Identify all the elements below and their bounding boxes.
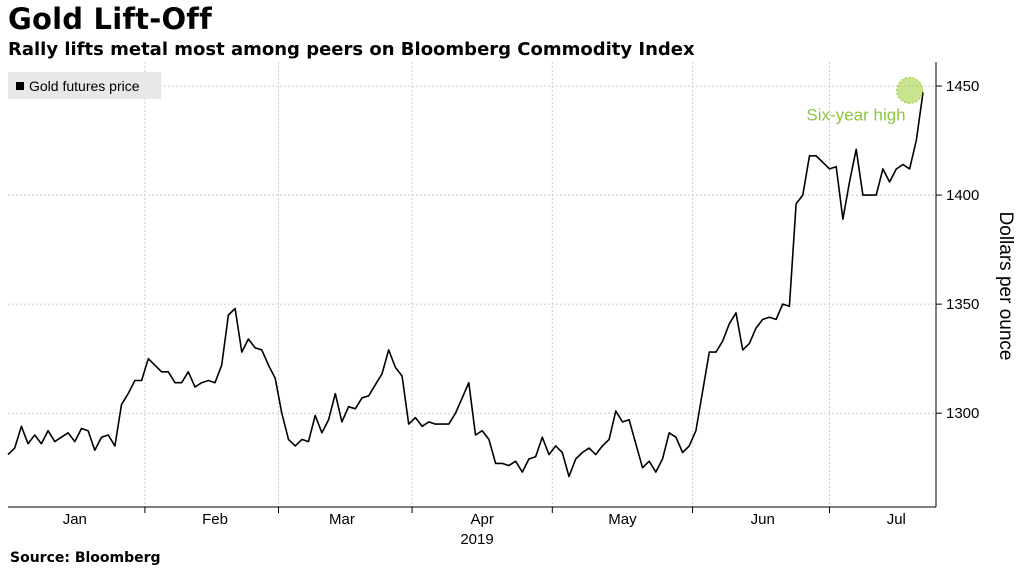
x-tick-label-jan: Jan <box>63 511 87 528</box>
legend-label: Gold futures price <box>29 78 140 94</box>
y-tick-label: 1300 <box>946 405 979 422</box>
six-year-high-marker <box>896 76 924 104</box>
x-tick-label-jul: Jul <box>887 511 906 528</box>
y-tick-label: 1350 <box>946 296 979 313</box>
grid <box>8 62 936 507</box>
annotation-label: Six-year high <box>806 105 905 124</box>
legend-box <box>8 72 161 99</box>
x-axis-year-label: 2019 <box>460 531 493 548</box>
x-tick-label-may: May <box>608 511 637 528</box>
y-tick-label: 1450 <box>946 78 979 95</box>
legend-swatch <box>16 82 24 90</box>
x-tick-label-jun: Jun <box>751 511 775 528</box>
x-tick-label-feb: Feb <box>202 511 228 528</box>
annotation: Six-year high <box>806 76 924 124</box>
x-tick-label-apr: Apr <box>471 511 494 528</box>
chart-title: Gold Lift-Off <box>8 2 212 36</box>
series <box>7 92 924 478</box>
y-axis-label: Dollars per ounce <box>995 212 1016 361</box>
source-note: Source: Bloomberg <box>10 550 161 566</box>
x-tick-label-mar: Mar <box>329 511 355 528</box>
series-line-gold-futures <box>7 92 924 478</box>
chart-subtitle: Rally lifts metal most among peers on Bl… <box>8 39 695 60</box>
y-tick-label: 1400 <box>946 187 979 204</box>
axes: 1300 1350 1400 1450 Jan Feb Mar Apr May Jun Jul <box>8 62 979 528</box>
